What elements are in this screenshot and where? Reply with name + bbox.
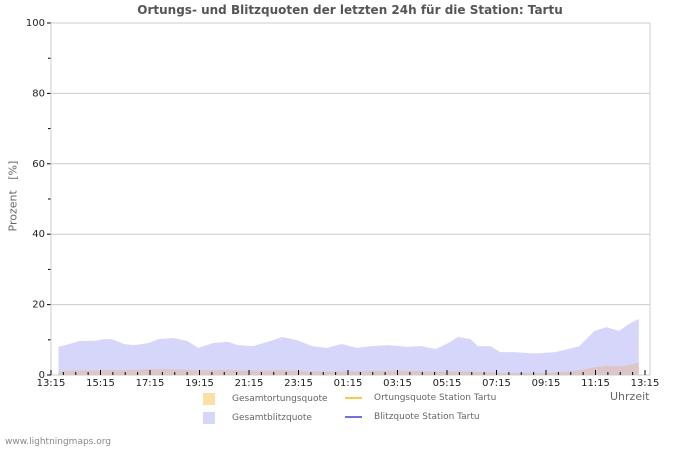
x-tick-label: 07:15 [482, 378, 511, 389]
x-tick-label: 21:15 [235, 378, 264, 389]
x-tick-label: 15:15 [86, 378, 115, 389]
legend-line-icon [345, 397, 362, 399]
legend-label: Gesamtortungsquote [232, 394, 328, 404]
legend-gesamtortungsquote: Gesamtortungsquote [203, 393, 328, 405]
legend-swatch-icon [203, 412, 215, 424]
y-tick-label: 80 [32, 88, 45, 99]
x-tick-label: 11:15 [581, 378, 610, 389]
x-tick-label: 17:15 [136, 378, 165, 389]
x-tick-label: 01:15 [334, 378, 363, 389]
x-axis-label: Uhrzeit [610, 390, 650, 403]
legend-label: Gesamtblitzquote [232, 413, 312, 423]
x-tick-label: 03:15 [383, 378, 412, 389]
x-tick-label: 09:15 [532, 378, 561, 389]
area-gesamtortungsquote [58, 362, 639, 375]
x-tick-label: 13:15 [631, 378, 660, 389]
grid-lines [51, 22, 650, 306]
y-tick-label: 20 [32, 300, 45, 311]
x-tick-label: 13:15 [37, 378, 66, 389]
x-tick-label: 19:15 [185, 378, 214, 389]
legend-swatch-icon [203, 393, 215, 405]
y-tick-label: 100 [26, 18, 45, 29]
footer-site-link[interactable]: www.lightningmaps.org [5, 437, 111, 447]
legend-blitzquote-station: Blitzquote Station Tartu [345, 412, 480, 422]
legend-gesamtblitzquote: Gesamtblitzquote [203, 412, 312, 424]
y-tick-label: 60 [32, 159, 45, 170]
legend-label: Ortungsquote Station Tartu [374, 393, 497, 403]
legend-label: Blitzquote Station Tartu [374, 412, 480, 422]
x-tick-label: 05:15 [433, 378, 462, 389]
y-tick-label: 40 [32, 229, 45, 240]
y-tick-label: 0 [39, 370, 45, 381]
data-areas [58, 319, 639, 375]
area-gesamtblitzquote [58, 319, 639, 375]
axes: 0 20 40 60 80 100 13:15 15:15 17:15 19:15 21:15 23:… [26, 18, 660, 389]
chart-title: Ortungs- und Blitzquoten der letzten 24h… [137, 3, 563, 17]
legend-ortungsquote-station: Ortungsquote Station Tartu [345, 393, 496, 403]
y-axis-label: Prozent [%] [6, 160, 20, 232]
legend-line-icon [345, 416, 362, 418]
x-tick-label: 23:15 [284, 378, 313, 389]
